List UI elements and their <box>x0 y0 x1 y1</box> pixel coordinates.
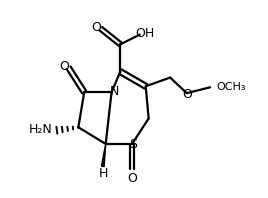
Text: O: O <box>127 171 137 185</box>
Text: H₂N: H₂N <box>28 123 52 136</box>
Text: O: O <box>92 21 102 34</box>
Text: H: H <box>99 167 109 180</box>
Text: O: O <box>59 60 69 73</box>
Text: O: O <box>183 88 193 101</box>
Text: N: N <box>110 85 120 98</box>
Text: OH: OH <box>136 27 155 40</box>
Text: S: S <box>130 138 137 151</box>
Polygon shape <box>101 144 106 167</box>
Text: OCH₃: OCH₃ <box>216 82 246 92</box>
